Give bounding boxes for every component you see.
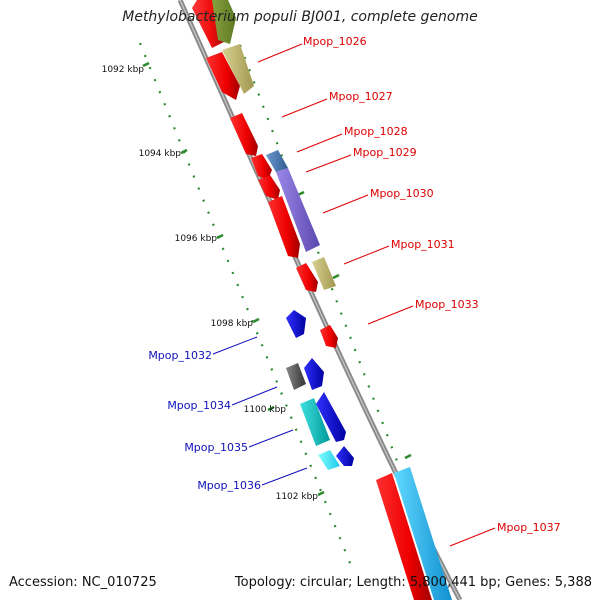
gene-feature [296, 263, 318, 292]
accession-label: Accession: NC_010725 [9, 575, 157, 590]
forward-genes [192, 0, 452, 600]
gene-feature [276, 168, 320, 252]
gene-feature [268, 196, 300, 258]
gene-feature [230, 113, 258, 156]
gene-label: Mpop_1034 [167, 399, 231, 412]
gene-label: Mpop_1026 [303, 35, 367, 48]
gene-feature [320, 325, 338, 348]
gene-label: Mpop_1033 [415, 298, 479, 311]
gene-feature [251, 154, 272, 180]
tick-label: 1102 kbp [276, 492, 319, 502]
gene-label: Mpop_1032 [148, 349, 212, 362]
gene-feature [206, 52, 240, 100]
gene-feature [318, 450, 340, 470]
tick-label: 1094 kbp [139, 149, 182, 159]
gene-feature [212, 0, 236, 44]
reverse-genes [286, 310, 354, 470]
gene-label: Mpop_1029 [353, 146, 417, 159]
tick-labels: 1092 kbp 1094 kbp 1096 kbp 1098 kbp 1100… [102, 65, 319, 502]
tick-label: 1098 kbp [211, 319, 254, 329]
gene-feature [222, 44, 254, 94]
tick-label: 1100 kbp [244, 405, 287, 415]
gene-label: Mpop_1030 [370, 187, 434, 200]
gene-feature [258, 175, 280, 200]
tick-label: 1096 kbp [175, 234, 218, 244]
gene-feature [266, 150, 288, 172]
gene-label: Mpop_1036 [197, 479, 261, 492]
map-title: Methylobacterium populi BJ001, complete … [122, 9, 478, 25]
gene-feature [286, 363, 306, 390]
tick-label: 1092 kbp [102, 65, 145, 75]
gene-feature [286, 310, 306, 338]
gene-feature [394, 467, 452, 600]
gene-feature [300, 398, 330, 446]
reverse-gene-labels: Mpop_1032 Mpop_1034 Mpop_1035 Mpop_1036 [148, 336, 308, 492]
genome-stats: Topology: circular; Length: 5,800,441 bp… [234, 575, 592, 590]
gene-label: Mpop_1035 [184, 441, 248, 454]
gene-label: Mpop_1037 [497, 521, 561, 534]
gene-label: Mpop_1031 [391, 238, 455, 251]
gene-feature [312, 257, 336, 290]
gene-label: Mpop_1028 [344, 125, 408, 138]
gene-feature [304, 358, 324, 390]
gene-feature [316, 392, 346, 442]
gene-feature [376, 473, 432, 600]
gene-label: Mpop_1027 [329, 90, 393, 103]
gene-feature [336, 446, 354, 466]
forward-gene-labels: Mpop_1026 Mpop_1027 Mpop_1028 Mpop_1029 … [257, 35, 561, 547]
